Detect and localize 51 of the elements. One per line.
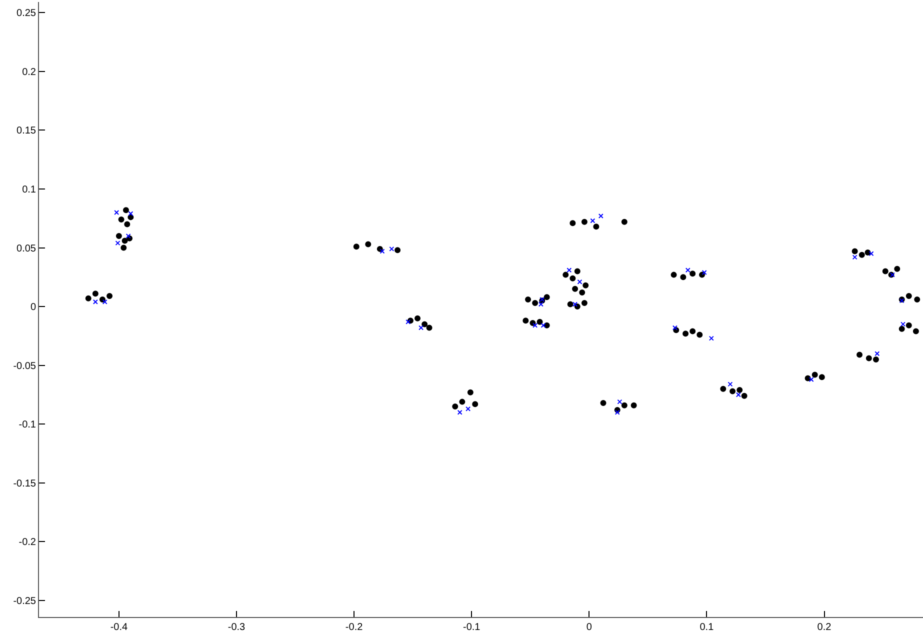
point bbox=[114, 210, 120, 215]
y-tick-label: 0.1 bbox=[22, 184, 36, 196]
y-tick-label: -0.2 bbox=[18, 537, 36, 548]
point bbox=[617, 399, 622, 404]
y-tick-label: 0 bbox=[30, 302, 36, 314]
x-tick-label: -0.4 bbox=[110, 622, 128, 633]
y-tick-label: 0.2 bbox=[22, 66, 36, 78]
y-tick-label: -0.25 bbox=[13, 596, 36, 608]
point bbox=[868, 251, 874, 256]
point bbox=[457, 410, 462, 415]
point bbox=[418, 325, 424, 330]
point bbox=[466, 406, 471, 412]
point bbox=[577, 279, 582, 284]
point bbox=[406, 319, 411, 324]
point bbox=[736, 392, 741, 398]
point bbox=[532, 322, 538, 328]
point bbox=[115, 240, 120, 246]
point bbox=[128, 211, 134, 216]
point bbox=[852, 254, 858, 260]
point bbox=[92, 299, 98, 304]
point bbox=[102, 299, 108, 304]
point bbox=[590, 218, 596, 224]
x-tick-label: 0.1 bbox=[700, 622, 714, 633]
x-tick-label: 0 bbox=[586, 622, 592, 633]
x-tick-label: 0.2 bbox=[817, 622, 832, 633]
x-tick-label: -0.2 bbox=[345, 622, 364, 633]
point bbox=[540, 322, 546, 328]
point bbox=[389, 246, 394, 252]
point bbox=[728, 382, 733, 387]
point bbox=[126, 234, 131, 239]
point bbox=[672, 325, 678, 330]
y-tick-label: -0.15 bbox=[13, 478, 36, 490]
point bbox=[572, 302, 578, 307]
point bbox=[566, 268, 572, 273]
point bbox=[708, 336, 714, 341]
x-tick-label: -0.3 bbox=[228, 622, 246, 633]
point bbox=[702, 270, 707, 275]
point bbox=[900, 322, 906, 327]
point bbox=[685, 268, 690, 273]
point bbox=[614, 410, 620, 415]
point bbox=[874, 351, 880, 356]
point bbox=[598, 214, 604, 219]
y-tick-label: -0.1 bbox=[18, 420, 36, 431]
y-tick-label: 0.15 bbox=[16, 126, 36, 137]
x-tick-label: -0.1 bbox=[462, 622, 481, 633]
y-tick-label: 0.05 bbox=[16, 243, 36, 254]
point bbox=[808, 376, 814, 382]
point bbox=[380, 248, 385, 254]
point bbox=[538, 302, 544, 307]
y-tick-label: 0.25 bbox=[16, 8, 36, 20]
y-tick-label: -0.05 bbox=[13, 360, 36, 372]
